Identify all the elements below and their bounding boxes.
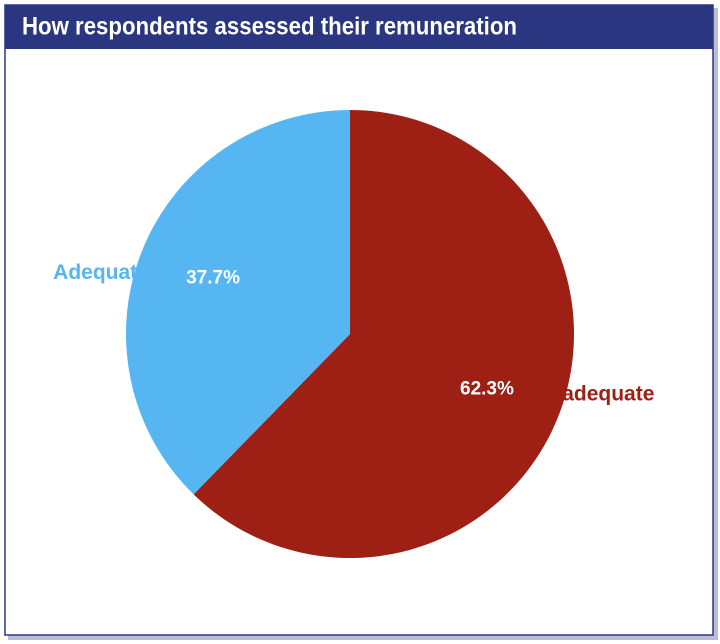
pie-slice: [125, 110, 350, 495]
value-label: 62.3%: [460, 379, 514, 400]
title-bar: [5, 5, 713, 49]
chart-title: How respondents assessed their remunerat…: [22, 13, 517, 41]
pie-slice: [193, 110, 574, 558]
category-label: Inadequate: [544, 382, 655, 405]
value-label: 37.7%: [186, 267, 240, 288]
category-label: Adequate: [53, 261, 149, 284]
